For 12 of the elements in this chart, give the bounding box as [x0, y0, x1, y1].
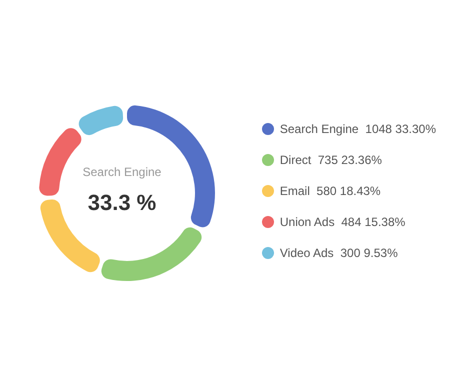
data-label: 1048 33.30%	[365, 122, 436, 136]
legend-label: Union Ads	[280, 214, 335, 228]
legend-label: Email	[280, 184, 310, 198]
text: Search Engine	[82, 165, 162, 179]
legend-label: Video Ads	[280, 246, 334, 260]
text: 33.3 %	[88, 190, 156, 215]
data-label: 580 18.43%	[316, 184, 381, 198]
legend-label: Search Engine	[280, 122, 359, 136]
data-label: 735 23.36%	[318, 152, 382, 166]
data-label: 484 15.38%	[341, 214, 406, 228]
legend-label: Direct	[280, 152, 312, 166]
data-label: 300 9.53%	[340, 246, 398, 260]
